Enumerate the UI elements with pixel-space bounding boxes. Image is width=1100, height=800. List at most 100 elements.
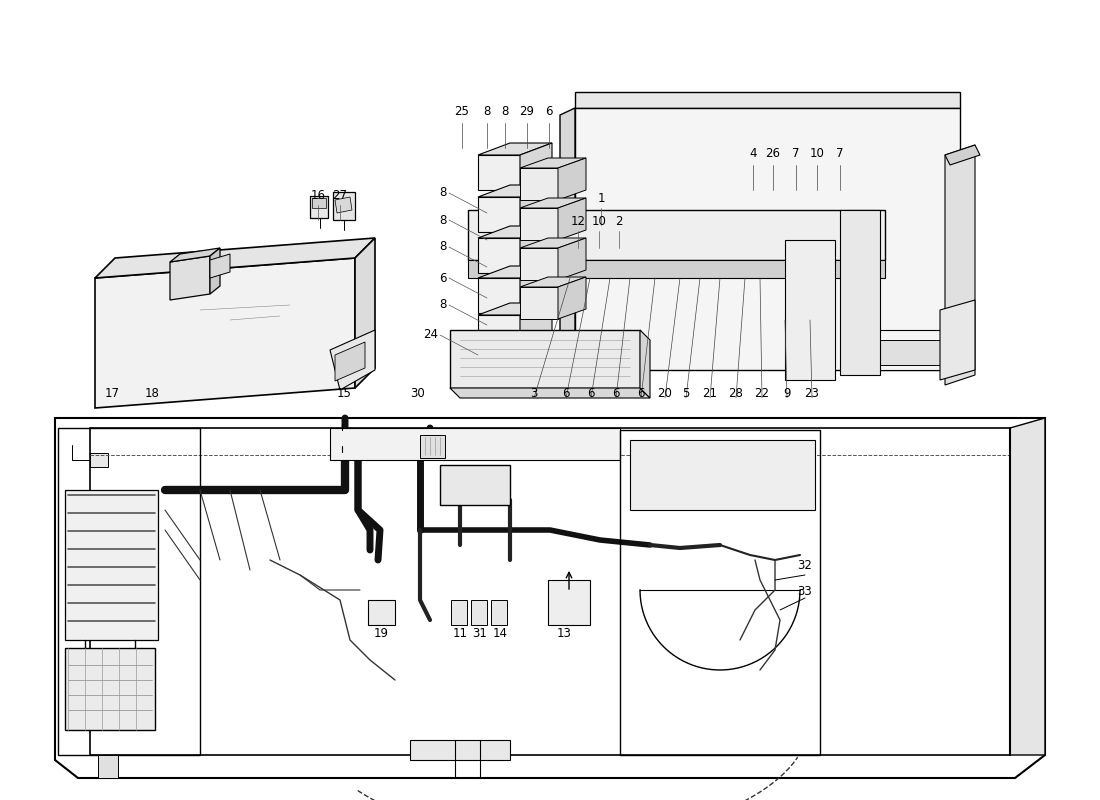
Polygon shape	[170, 256, 210, 300]
Bar	[843, 308, 874, 316]
Bar	[482, 258, 490, 270]
Bar	[788, 314, 831, 322]
Bar	[506, 175, 514, 187]
Bar	[788, 347, 831, 355]
Polygon shape	[520, 248, 558, 280]
Bar	[494, 175, 502, 187]
Text: 23: 23	[804, 387, 820, 400]
Bar	[482, 335, 490, 347]
Bar	[788, 259, 831, 267]
Bar	[725, 445, 749, 470]
Bar	[788, 248, 831, 256]
Bar	[506, 335, 514, 347]
Bar	[446, 432, 473, 452]
Text: 26: 26	[766, 147, 781, 160]
Bar	[480, 432, 508, 452]
Text: 6: 6	[440, 271, 447, 285]
Polygon shape	[478, 226, 552, 238]
Polygon shape	[520, 277, 586, 287]
Bar	[843, 242, 874, 250]
Polygon shape	[95, 238, 375, 278]
Bar	[788, 369, 831, 377]
Bar	[336, 430, 348, 446]
Polygon shape	[880, 340, 940, 365]
Text: 6: 6	[562, 387, 570, 400]
Polygon shape	[330, 330, 375, 390]
Polygon shape	[558, 238, 586, 280]
Polygon shape	[520, 168, 558, 200]
Bar	[695, 445, 719, 470]
Text: 8: 8	[440, 186, 447, 199]
Bar	[495, 215, 513, 255]
Polygon shape	[945, 145, 980, 165]
Text: 24: 24	[424, 329, 438, 342]
Text: 18: 18	[144, 387, 159, 400]
Bar	[788, 325, 831, 333]
Bar	[570, 218, 582, 246]
Text: 4: 4	[749, 147, 757, 160]
Polygon shape	[478, 303, 552, 315]
Polygon shape	[575, 108, 960, 370]
Bar	[494, 258, 502, 270]
Bar	[375, 432, 403, 452]
Polygon shape	[478, 155, 520, 190]
Bar	[482, 217, 490, 229]
Text: 9: 9	[783, 387, 791, 400]
Bar	[843, 264, 874, 272]
Polygon shape	[478, 278, 520, 313]
Bar	[482, 298, 490, 310]
Polygon shape	[410, 740, 510, 760]
Text: 8: 8	[440, 214, 447, 226]
Bar	[788, 303, 831, 311]
Bar	[624, 218, 636, 246]
Bar	[788, 292, 831, 300]
Polygon shape	[630, 440, 815, 510]
Polygon shape	[471, 600, 487, 625]
Polygon shape	[640, 330, 650, 398]
Bar	[788, 358, 831, 366]
Polygon shape	[478, 185, 552, 197]
Polygon shape	[420, 435, 446, 458]
Bar	[843, 253, 874, 261]
Bar	[843, 330, 874, 338]
Polygon shape	[450, 330, 640, 388]
Text: 6: 6	[587, 387, 595, 400]
Bar	[506, 217, 514, 229]
Text: 21: 21	[703, 387, 717, 400]
Bar	[446, 482, 456, 491]
Text: 5: 5	[682, 387, 690, 400]
Text: 11: 11	[452, 627, 468, 640]
Polygon shape	[785, 240, 835, 380]
Bar	[788, 270, 831, 278]
Text: 28: 28	[728, 387, 744, 400]
Text: 8: 8	[440, 241, 447, 254]
Bar	[90, 453, 108, 467]
Polygon shape	[336, 197, 352, 213]
Bar	[493, 470, 505, 479]
Text: 3: 3	[530, 387, 538, 400]
Polygon shape	[840, 210, 880, 375]
Bar	[714, 218, 726, 246]
Text: 22: 22	[755, 387, 770, 400]
Text: 29: 29	[519, 105, 535, 118]
Bar	[493, 482, 505, 491]
Text: 7: 7	[792, 147, 800, 160]
Text: 13: 13	[557, 627, 571, 640]
Polygon shape	[330, 428, 620, 460]
Text: 20: 20	[658, 387, 672, 400]
Polygon shape	[860, 330, 960, 370]
Text: 10: 10	[810, 147, 824, 160]
Polygon shape	[558, 277, 586, 319]
Polygon shape	[520, 208, 558, 240]
Text: 19: 19	[374, 627, 388, 640]
Bar	[755, 445, 779, 470]
Polygon shape	[520, 287, 558, 319]
Polygon shape	[65, 648, 155, 730]
Bar	[550, 432, 578, 452]
Polygon shape	[548, 580, 590, 625]
Text: 25: 25	[454, 105, 470, 118]
Polygon shape	[520, 158, 586, 168]
Bar	[732, 218, 744, 246]
Bar	[494, 335, 502, 347]
Bar	[660, 218, 672, 246]
